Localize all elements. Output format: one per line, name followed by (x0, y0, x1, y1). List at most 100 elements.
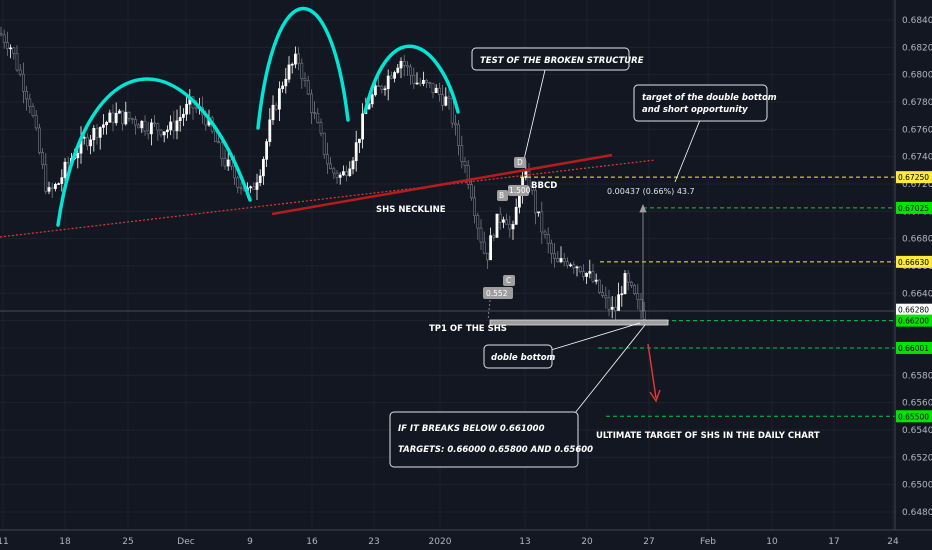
candle-body (284, 78, 288, 87)
x-tick-label: 10 (766, 537, 778, 547)
y-tick-label: 0.64800 (902, 508, 932, 518)
candle-body (293, 53, 297, 65)
candle-body (172, 121, 176, 132)
candle-body (28, 98, 32, 107)
candle-body (607, 297, 611, 310)
candle-body (118, 110, 121, 114)
candle-body (239, 186, 243, 189)
candle-body (319, 122, 323, 134)
candle-body (114, 112, 118, 124)
measure-label: 0.00437 (0.66%) 43.7 (607, 187, 695, 196)
candlestick-series (0, 26, 646, 322)
candle-body (380, 85, 384, 90)
candle-body (322, 132, 326, 156)
head-arc (256, 6, 350, 130)
candle-body (249, 186, 253, 189)
candle-body (15, 53, 19, 71)
time-axis[interactable]: 11 18 25 Dec 9 16 23 2020 13 20 27 Feb 10 17 24 (0, 537, 899, 547)
candle-body (316, 113, 320, 123)
svg-text:target of the double bottom: target of the double bottom (642, 93, 777, 103)
price-tag-label: 0.65500 (898, 412, 929, 421)
svg-text:C: C (506, 276, 511, 285)
candle-body (143, 120, 147, 132)
candle-body (277, 88, 281, 110)
candle-body (476, 215, 480, 229)
candle-body (60, 177, 64, 184)
candle-body (629, 281, 633, 286)
x-tick-label: 16 (306, 537, 318, 547)
candle-body (553, 253, 557, 259)
candle-body (92, 128, 96, 141)
candle-body (214, 130, 217, 143)
candle-body (412, 74, 416, 84)
candle-body (37, 127, 41, 153)
candle-body (373, 85, 377, 96)
candle-body (18, 69, 22, 75)
candle-body (473, 197, 477, 216)
candle-body (265, 141, 269, 160)
candle-body (501, 219, 505, 223)
x-tick-label: 20 (581, 537, 593, 547)
svg-text:BBCD: BBCD (531, 181, 557, 191)
price-tag-label: 0.66001 (898, 344, 929, 353)
candle-body (447, 96, 451, 99)
candle-body (47, 187, 51, 192)
svg-text:1.500: 1.500 (509, 186, 531, 195)
candle-body (511, 224, 515, 230)
price-tag-label: 0.66280 (898, 306, 929, 315)
candle-body (389, 75, 393, 79)
candle-body (50, 187, 54, 189)
price-tag (896, 201, 932, 214)
candle-body (530, 186, 534, 191)
candle-body (514, 206, 518, 225)
candle-body (156, 123, 160, 131)
shs-neckline-dotted (0, 159, 656, 238)
candle-body (565, 261, 569, 266)
candle-body (134, 119, 137, 126)
candle-body (386, 75, 390, 90)
candle-body (306, 80, 310, 95)
candle-body (182, 113, 185, 118)
measure-arrow (639, 203, 647, 318)
candle-body (53, 184, 57, 189)
candle-body (572, 264, 576, 269)
candle-body (601, 292, 605, 296)
price-tag (896, 303, 932, 316)
candle-body (357, 138, 361, 143)
candle-body (575, 266, 579, 269)
candle-body (153, 122, 157, 125)
candle-body (444, 96, 448, 106)
candle-body (217, 141, 221, 144)
candle-body (620, 293, 624, 296)
candle-body (34, 115, 38, 129)
candle-body (162, 131, 166, 136)
candle-body (297, 53, 301, 64)
candle-body (626, 273, 630, 283)
svg-text:doble bottom: doble bottom (491, 353, 556, 363)
candle-body (597, 279, 601, 293)
candle-body (255, 182, 259, 190)
candle-body (489, 235, 493, 261)
candle-body (540, 211, 544, 233)
double-bottom-zone (489, 319, 669, 326)
candle-body (159, 129, 163, 136)
candle-body (111, 112, 115, 124)
candle-body (140, 120, 144, 129)
candle-body (0, 33, 3, 36)
candle-body (230, 159, 233, 167)
candle-body (341, 171, 345, 176)
price-tag (896, 255, 932, 268)
price-tag-label: 0.67250 (898, 173, 929, 182)
candle-body (127, 111, 131, 119)
candle-body (95, 128, 99, 138)
candle-body (479, 227, 483, 243)
